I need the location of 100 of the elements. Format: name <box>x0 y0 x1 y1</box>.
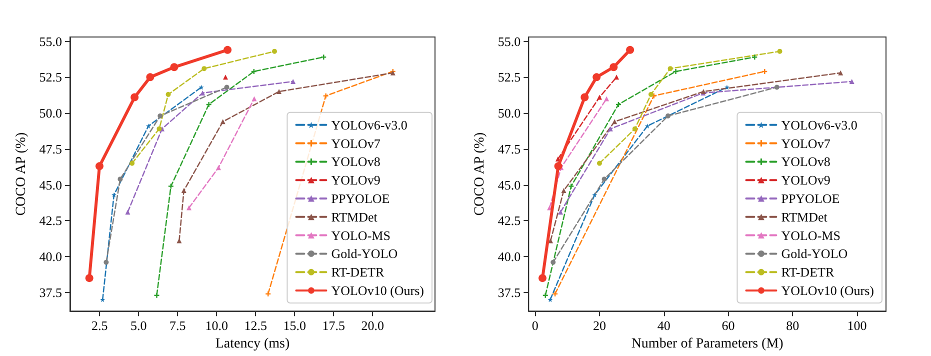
point <box>666 113 671 118</box>
legend-label: RT-DETR <box>331 264 384 280</box>
x-tick-label: 0 <box>532 318 538 334</box>
x-tick-label: 15.0 <box>283 318 306 334</box>
point <box>95 162 104 170</box>
x-tick-label: 60 <box>722 318 735 334</box>
y-tick-label: 52.5 <box>39 70 62 85</box>
point <box>608 126 613 132</box>
point <box>166 92 171 97</box>
point <box>668 66 673 72</box>
y-tick-label: 40.0 <box>498 249 521 264</box>
point <box>224 46 232 54</box>
point <box>130 93 139 102</box>
point <box>538 274 546 282</box>
y-tick-label: 45.0 <box>498 177 521 192</box>
legend-label: YOLO-MS <box>331 228 390 243</box>
y-tick-label: 47.5 <box>39 141 62 156</box>
point <box>130 160 135 166</box>
y-tick-label: 47.5 <box>498 141 521 156</box>
legend-label: RTMDet <box>331 209 378 224</box>
point <box>206 102 212 107</box>
point <box>558 210 564 215</box>
point <box>198 84 204 90</box>
y-tick-label: 55.0 <box>498 34 521 49</box>
y-axis-title: COCO AP (%) <box>472 132 488 216</box>
point <box>125 210 130 215</box>
point <box>323 93 328 98</box>
point <box>596 160 602 166</box>
x-tick-label: 2.5 <box>92 318 108 334</box>
point <box>168 184 174 189</box>
point <box>200 90 206 96</box>
point <box>156 126 162 132</box>
point <box>181 188 186 194</box>
y-tick-label: 37.5 <box>39 284 62 300</box>
y-tick-label: 52.5 <box>498 70 521 85</box>
point <box>202 66 207 72</box>
legend-label: YOLOv10 (Ours) <box>331 283 424 298</box>
y-tick-label: 40.0 <box>39 249 62 264</box>
x-tick-label: 10.0 <box>205 318 228 334</box>
x-tick-label: 40 <box>657 318 670 334</box>
point <box>554 162 562 170</box>
point <box>85 274 94 282</box>
point <box>548 238 554 244</box>
y-tick-label: 50.0 <box>39 106 62 121</box>
point <box>644 123 650 128</box>
point <box>632 126 638 132</box>
point <box>626 46 634 54</box>
point <box>216 165 221 170</box>
point <box>610 63 618 72</box>
point <box>614 74 620 80</box>
point <box>154 292 160 298</box>
x-tick-label: 80 <box>786 318 800 334</box>
x-tick-label: 20.0 <box>361 318 384 334</box>
point <box>170 63 178 72</box>
x-axis-title: Latency (ms) <box>215 336 290 352</box>
legend-label: YOLOv7 <box>781 136 831 151</box>
y-axis-title: COCO AP (%) <box>14 132 29 216</box>
legend-label: RT-DETR <box>781 264 834 280</box>
legend-label: YOLO-MS <box>781 228 840 243</box>
point <box>252 96 257 102</box>
point <box>592 73 601 82</box>
point <box>118 176 123 182</box>
point <box>220 119 226 124</box>
point <box>224 84 230 90</box>
x-tick-label: 5.0 <box>130 318 147 334</box>
x-tick-label: 100 <box>847 318 867 334</box>
point <box>612 119 618 124</box>
point <box>290 78 296 84</box>
legend-label: Gold-YOLO <box>781 246 848 262</box>
point <box>176 238 182 244</box>
y-tick-label: 45.0 <box>39 177 62 192</box>
legend-label: YOLOv7 <box>331 136 381 151</box>
point <box>604 96 610 102</box>
x-axis-title: Number of Parameters (M) <box>631 336 784 352</box>
point <box>580 93 589 102</box>
point <box>321 54 326 60</box>
point <box>550 260 556 265</box>
legend-label: YOLOv9 <box>331 172 380 188</box>
point <box>602 176 607 182</box>
point <box>104 260 109 265</box>
legend-label: YOLOv10 (Ours) <box>781 283 874 298</box>
legend-label: PPYOLOE <box>781 191 840 206</box>
y-tick-label: 37.5 <box>498 284 521 300</box>
x-tick-label: 20 <box>592 318 606 334</box>
point <box>724 84 730 90</box>
legend-label: YOLOv9 <box>781 172 830 188</box>
y-tick-label: 55.0 <box>39 34 62 49</box>
x-tick-label: 7.5 <box>170 318 186 334</box>
point <box>146 73 154 82</box>
legend-label: YOLOv8 <box>331 154 380 170</box>
point <box>100 297 106 302</box>
point <box>146 123 151 128</box>
legend-label: YOLOv8 <box>781 154 830 170</box>
legend-label: PPYOLOE <box>331 191 390 206</box>
point <box>561 188 566 194</box>
point <box>752 54 758 60</box>
point <box>186 205 192 210</box>
point <box>762 68 768 74</box>
point <box>272 48 277 54</box>
x-tick-label: 17.5 <box>322 318 345 334</box>
